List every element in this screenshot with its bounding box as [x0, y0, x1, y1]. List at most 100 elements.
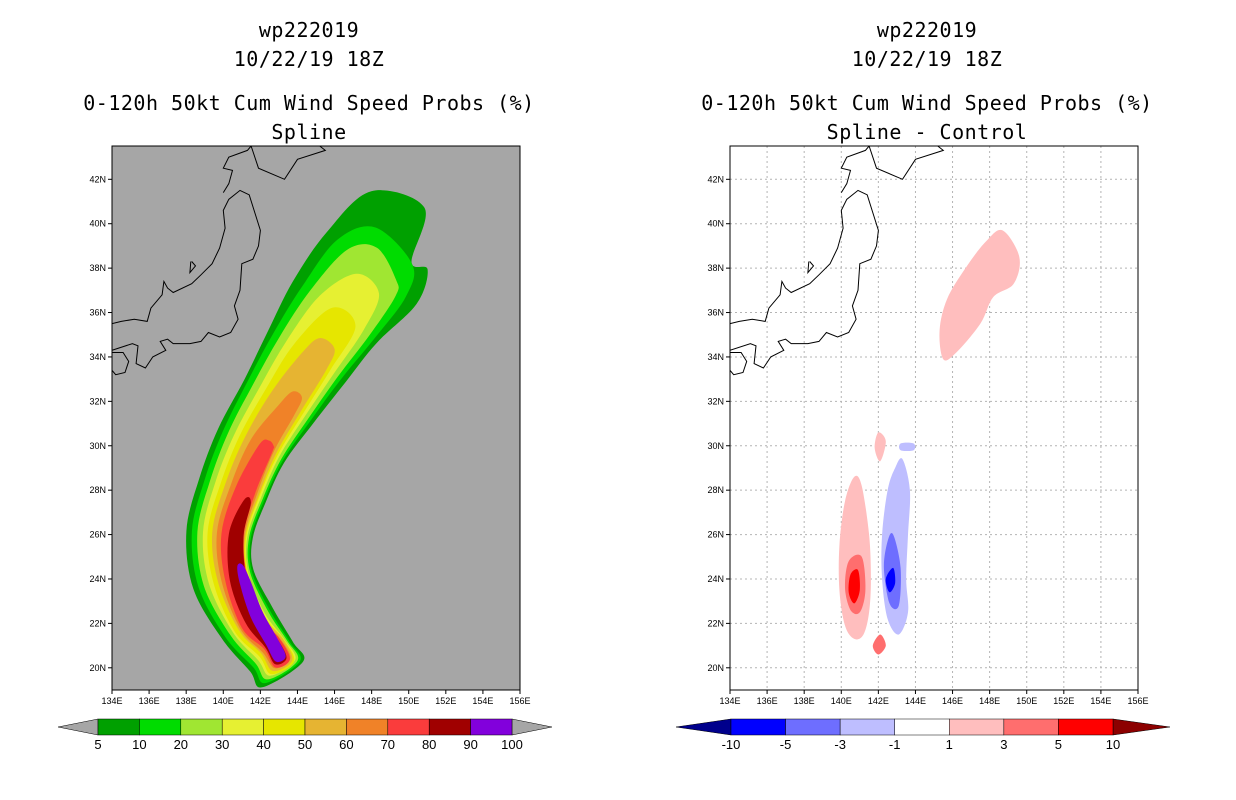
colorbar-swatch [97, 718, 140, 736]
x-tick-label: 156E [509, 696, 530, 706]
y-tick-label: 26N [89, 530, 106, 540]
contour-level-90 [237, 563, 286, 663]
y-tick-label: 40N [89, 219, 106, 229]
colorbar-extend-low [675, 718, 732, 736]
y-tick-label: 32N [707, 396, 724, 406]
x-tick-label: 150E [1016, 696, 1037, 706]
y-tick-label: 22N [89, 618, 106, 628]
x-tick-label: 140E [831, 696, 852, 706]
x-tick-label: 138E [176, 696, 197, 706]
chart-panel-right: 134E 136E 138E 140E 142E 144E 146E 148E 150E 152E… [675, 145, 1171, 752]
colorbar-label: 10 [132, 737, 146, 752]
colorbar-label: 10 [1106, 737, 1120, 752]
left-chart-subtitle: Spline [271, 120, 347, 144]
map-frame [729, 145, 1139, 691]
x-tick-label: 146E [324, 696, 345, 706]
y-tick-label: 22N [707, 618, 724, 628]
y-tick-label: 32N [89, 396, 106, 406]
map-frame [111, 145, 521, 691]
colorbar-label: 40 [256, 737, 270, 752]
x-tick-label: 144E [287, 696, 308, 706]
colorbar-label: 90 [463, 737, 477, 752]
x-tick-label: 134E [101, 696, 122, 706]
y-tick-label: 34N [89, 352, 106, 362]
colorbar-swatch [1058, 718, 1114, 736]
y-tick-label: 20N [707, 663, 724, 673]
colorbar-swatch [949, 718, 1005, 736]
contour-level-5 [848, 569, 860, 604]
x-tick-label: 150E [398, 696, 419, 706]
x-tick-label: 144E [905, 696, 926, 706]
colorbar-swatch [221, 718, 264, 736]
x-tick-label: 142E [250, 696, 271, 706]
contour-level-neg1 [899, 442, 916, 452]
map-plot-area [112, 146, 428, 688]
contour-level-70 [220, 439, 290, 668]
x-tick-label: 156E [1127, 696, 1148, 706]
colorbar-label: 30 [215, 737, 229, 752]
colorbar-label: 20 [174, 737, 188, 752]
colorbar-extend-low [57, 718, 99, 736]
y-tick-label: 28N [707, 485, 724, 495]
colorbar: 5 10 20 30 40 50 60 70 80 90 100 [57, 718, 553, 752]
y-tick-label: 42N [89, 174, 106, 184]
chart-panel-left: 134E 136E 138E 140E 142E 144E 146E 148E 150E 152E… [57, 145, 553, 752]
colorbar-swatch [428, 718, 471, 736]
contour-level-neg5 [885, 567, 896, 593]
right-chart-date: 10/22/19 18Z [851, 47, 1003, 71]
map-background [730, 146, 1138, 690]
colorbar-label: 5 [94, 737, 101, 752]
contour-level-1 [874, 432, 886, 462]
colorbar-label: -1 [889, 737, 901, 752]
colorbar-label: 5 [1055, 737, 1062, 752]
coastline [222, 146, 327, 193]
coastline [730, 189, 879, 369]
y-tick-label: 36N [707, 308, 724, 318]
colorbar-swatch [1003, 718, 1059, 736]
y-tick-label: 20N [89, 663, 106, 673]
coastline [189, 261, 197, 275]
colorbar-label: -5 [780, 737, 792, 752]
x-tick-label: 136E [757, 696, 778, 706]
colorbar-swatch [730, 718, 786, 736]
y-tick-label: 30N [89, 441, 106, 451]
y-tick-label: 26N [707, 530, 724, 540]
colorbar-extend-high [511, 718, 553, 736]
x-tick-label: 154E [472, 696, 493, 706]
y-tick-label: 24N [707, 574, 724, 584]
colorbar-label: 3 [1000, 737, 1007, 752]
left-chart-date: 10/22/19 18Z [233, 47, 385, 71]
x-tick-label: 134E [719, 696, 740, 706]
right-chart-subtitle: Spline - Control [826, 120, 1028, 144]
colorbar-label: -10 [722, 737, 741, 752]
x-tick-label: 148E [361, 696, 382, 706]
left-chart-id: wp222019 [258, 18, 360, 42]
colorbar-swatch [304, 718, 347, 736]
colorbar-swatch [263, 718, 306, 736]
y-tick-label: 34N [707, 352, 724, 362]
colorbar-label: 70 [381, 737, 395, 752]
x-tick-label: 136E [139, 696, 160, 706]
contour-level-3 [872, 634, 886, 655]
x-tick-label: 154E [1090, 696, 1111, 706]
contour-level-1 [939, 229, 1020, 361]
x-tick-label: 152E [1053, 696, 1074, 706]
colorbar-swatch [470, 718, 513, 736]
x-tick-label: 152E [435, 696, 456, 706]
coastline [807, 261, 815, 275]
colorbar-swatch [894, 718, 950, 736]
y-tick-label: 40N [707, 219, 724, 229]
colorbar: -10 -5 -3 -1 1 3 5 10 [675, 718, 1171, 752]
x-tick-label: 138E [794, 696, 815, 706]
colorbar-label: -3 [834, 737, 846, 752]
coastline [112, 352, 130, 376]
colorbar-swatch [346, 718, 389, 736]
y-tick-label: 24N [89, 574, 106, 584]
colorbar-label: 50 [298, 737, 312, 752]
colorbar-label: 1 [946, 737, 953, 752]
y-tick-label: 42N [707, 174, 724, 184]
x-tick-label: 148E [979, 696, 1000, 706]
colorbar-label: 100 [501, 737, 523, 752]
colorbar-swatch [785, 718, 841, 736]
